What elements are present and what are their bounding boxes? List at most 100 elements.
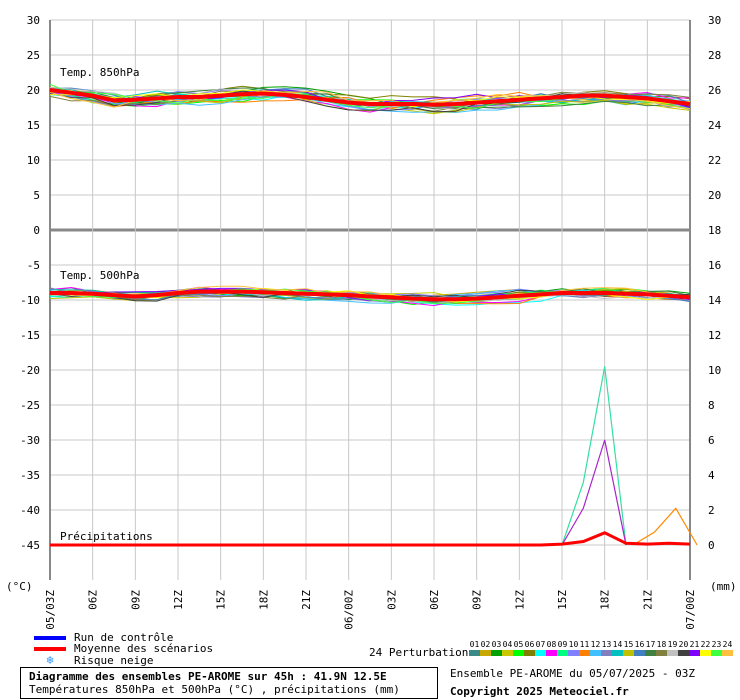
perturbation-swatch bbox=[601, 650, 612, 656]
perturbation-number: 14 bbox=[612, 640, 623, 649]
left-tick-label: -10 bbox=[20, 294, 40, 307]
perturbation-swatch bbox=[722, 650, 733, 656]
panel-label-precip: Précipitations bbox=[60, 530, 153, 543]
perturbation-number: 08 bbox=[546, 640, 557, 649]
right-tick-label: 18 bbox=[708, 224, 721, 237]
perturbation-swatch bbox=[689, 650, 700, 656]
x-tick-label: 21Z bbox=[300, 590, 313, 610]
panel-label-850hpa: Temp. 850hPa bbox=[60, 66, 139, 79]
left-tick-label: -25 bbox=[20, 399, 40, 412]
right-tick-label: 10 bbox=[708, 364, 721, 377]
panel-label-500hpa: Temp. 500hPa bbox=[60, 269, 139, 282]
x-tick-label: 06/00Z bbox=[343, 590, 356, 630]
perturbation-swatch bbox=[579, 650, 590, 656]
right-tick-label: 14 bbox=[708, 294, 722, 307]
ensemble-member-line bbox=[49, 90, 691, 109]
perturbation-number: 02 bbox=[480, 640, 491, 649]
x-tick-label: 07/00Z bbox=[684, 590, 697, 630]
perturbation-swatch bbox=[634, 650, 645, 656]
x-tick-label: 09Z bbox=[471, 590, 484, 610]
right-tick-label: 2 bbox=[708, 504, 715, 517]
right-tick-label: 12 bbox=[708, 329, 721, 342]
perturbation-number: 23 bbox=[711, 640, 722, 649]
perturbation-swatch bbox=[568, 650, 579, 656]
ensemble-mean-line bbox=[49, 88, 691, 107]
left-tick-label: 25 bbox=[27, 49, 40, 62]
right-tick-label: 0 bbox=[708, 539, 715, 552]
x-tick-label: 15Z bbox=[556, 590, 569, 610]
perturbation-number: 24 bbox=[722, 640, 733, 649]
right-tick-label: 26 bbox=[708, 84, 721, 97]
left-tick-label: 20 bbox=[27, 84, 40, 97]
left-tick-label: 15 bbox=[27, 119, 40, 132]
perturbation-number: 04 bbox=[502, 640, 513, 649]
perturbation-swatch bbox=[700, 650, 711, 656]
right-tick-label: 8 bbox=[708, 399, 715, 412]
perturbation-number: 19 bbox=[667, 640, 678, 649]
perturbation-swatch bbox=[535, 650, 546, 656]
perturbation-number: 07 bbox=[535, 640, 546, 649]
perturbation-number: 01 bbox=[469, 640, 480, 649]
perturbation-swatch bbox=[711, 650, 722, 656]
x-tick-label: 21Z bbox=[641, 590, 654, 610]
left-axis-unit: (°C) bbox=[6, 580, 33, 593]
perturbation-numbers: 01 02 03 04 05 06 07 08 09 10 11 12 13 14 15 16 17 18 19 20… bbox=[469, 640, 733, 649]
perturbations-label: 24 Perturbations bbox=[369, 646, 475, 659]
legend-control: Run de contrôle bbox=[34, 631, 173, 644]
left-tick-label: -30 bbox=[20, 434, 40, 447]
perturbation-swatch bbox=[590, 650, 601, 656]
perturbation-swatch bbox=[546, 650, 557, 656]
perturbation-number: 15 bbox=[623, 640, 634, 649]
perturbation-number: 18 bbox=[656, 640, 667, 649]
right-tick-label: 24 bbox=[708, 119, 722, 132]
x-tick-label: 03Z bbox=[385, 590, 398, 610]
x-axis-ticks: 05/03Z 06Z 09Z 12Z 15Z 18Z 21Z 06/00Z 03Z 06Z 09Z 1… bbox=[44, 590, 697, 630]
perturbation-number: 12 bbox=[590, 640, 601, 649]
perturbation-swatch bbox=[678, 650, 689, 656]
perturbation-swatch bbox=[645, 650, 656, 656]
perturbation-swatch bbox=[623, 650, 634, 656]
perturbation-number: 22 bbox=[700, 640, 711, 649]
left-axis-ticks: 30 25 20 15 10 5 0 -5 -10 -15 -20 -25 -30 -35 -40 -45 bbox=[20, 14, 40, 552]
perturbation-number: 05 bbox=[513, 640, 524, 649]
precip-member-spike bbox=[561, 366, 627, 546]
left-tick-label: -15 bbox=[20, 329, 40, 342]
precip-member-spike bbox=[561, 439, 627, 546]
left-tick-label: 0 bbox=[33, 224, 40, 237]
left-tick-label: 30 bbox=[27, 14, 40, 27]
x-tick-label: 12Z bbox=[172, 590, 185, 610]
mean-swatch bbox=[34, 646, 66, 651]
perturbation-number: 06 bbox=[524, 640, 535, 649]
perturbation-swatch bbox=[667, 650, 678, 656]
x-tick-label: 06Z bbox=[87, 590, 100, 610]
legend-mean-label: Moyenne des scénarios bbox=[74, 642, 214, 655]
left-tick-label: -20 bbox=[20, 364, 40, 377]
right-tick-label: 22 bbox=[708, 154, 721, 167]
perturbation-number: 11 bbox=[579, 640, 590, 649]
left-tick-label: -40 bbox=[20, 504, 40, 517]
x-tick-label: 18Z bbox=[257, 590, 270, 610]
control-swatch bbox=[34, 635, 66, 640]
perturbation-swatch bbox=[513, 650, 524, 656]
x-tick-label: 12Z bbox=[513, 590, 526, 610]
ensemble-mean-line bbox=[50, 289, 691, 302]
left-tick-label: 10 bbox=[27, 154, 40, 167]
snowflake-icon: ❄ bbox=[46, 653, 54, 667]
right-axis-unit: (mm) bbox=[710, 580, 737, 593]
perturbation-number: 09 bbox=[557, 640, 568, 649]
legend-control-label: Run de contrôle bbox=[74, 631, 174, 644]
left-tick-label: -45 bbox=[20, 539, 40, 552]
x-tick-label: 18Z bbox=[599, 590, 612, 610]
right-tick-label: 20 bbox=[708, 189, 721, 202]
perturbation-swatch bbox=[502, 650, 513, 656]
grid-lines bbox=[49, 19, 691, 580]
perturbation-swatch bbox=[656, 650, 667, 656]
perturbation-swatch bbox=[469, 650, 480, 656]
perturbation-swatch bbox=[557, 650, 568, 656]
perturbation-number: 13 bbox=[601, 640, 612, 649]
ensemble-info: Ensemble PE-AROME du 05/07/2025 - 03Z bbox=[450, 667, 696, 680]
copyright: Copyright 2025 Meteociel.fr bbox=[450, 685, 629, 698]
right-tick-label: 4 bbox=[708, 469, 715, 482]
left-tick-label: -35 bbox=[20, 469, 40, 482]
